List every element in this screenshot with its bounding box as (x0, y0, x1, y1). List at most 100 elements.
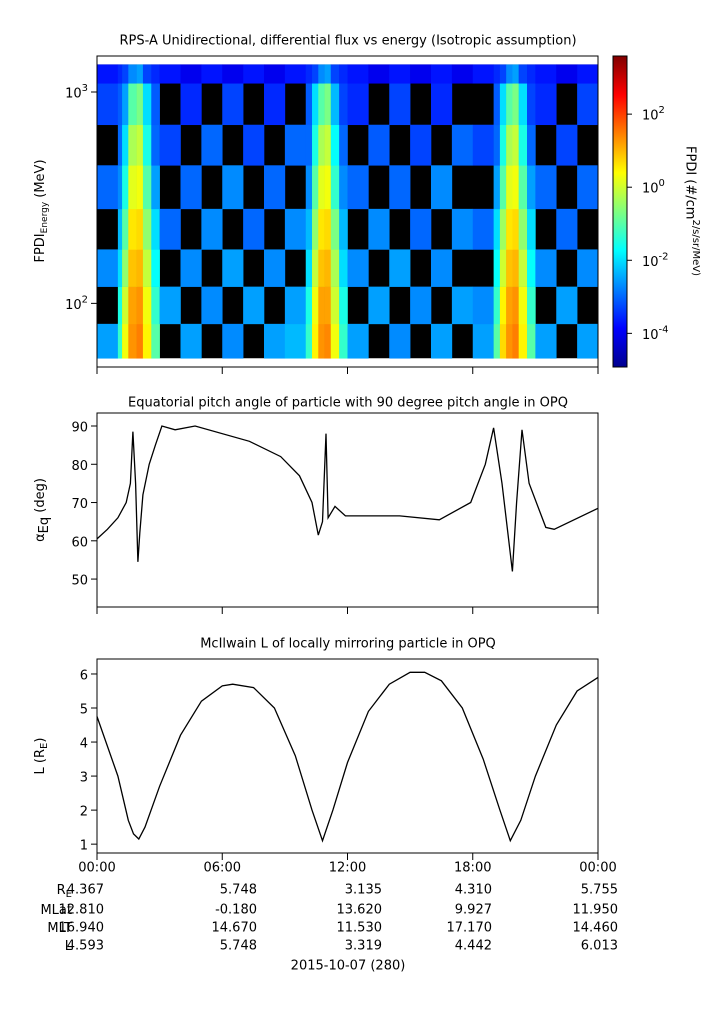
heatmap-cell (97, 64, 119, 84)
heatmap-cell (368, 124, 390, 166)
y-tick-label: 70 (71, 497, 88, 512)
y-tick-label: 6 (80, 668, 88, 683)
ephemeris-row-label: RE (57, 883, 72, 901)
heatmap-cell (136, 208, 144, 250)
x-tick-label: 00:00 (78, 861, 115, 876)
heatmap-cell (312, 83, 319, 126)
heatmap-cell (318, 323, 325, 359)
heatmap-cell (122, 286, 129, 325)
heatmap-cell (142, 286, 152, 325)
ephemeris-row-label: L (65, 939, 73, 954)
heatmap-cell (117, 64, 123, 84)
heatmap-cell (368, 208, 390, 250)
row-label-text: MLT (47, 921, 72, 936)
heatmap-cell (136, 323, 144, 359)
panel-title: RPS-A Unidirectional, differential flux … (119, 34, 576, 49)
heatmap-cell (330, 83, 340, 126)
ephemeris-value: 3.319 (345, 939, 382, 954)
heatmap-cell (305, 165, 313, 210)
heatmap-cell (180, 323, 202, 359)
heatmap-cell (128, 208, 137, 250)
ephemeris-value: 4.367 (67, 883, 104, 898)
heatmap-cell (330, 208, 340, 250)
heatmap-cell (324, 208, 332, 250)
colorbar-tick-label: 10-2 (642, 251, 669, 270)
heatmap-cell (136, 83, 144, 126)
heatmap-cell (142, 249, 152, 287)
heatmap-cell (318, 165, 325, 210)
heatmap-cell (512, 323, 519, 359)
heatmap-cell (180, 249, 202, 287)
heatmap-cell (527, 64, 536, 84)
heatmap-cell (330, 124, 340, 166)
heatmap-cell (117, 323, 123, 359)
heatmap-cell (222, 165, 244, 210)
heatmap-cell (518, 208, 528, 250)
heatmap-cell (324, 249, 332, 287)
heatmap-cell (431, 165, 453, 210)
colorbar-tick-label: 102 (642, 105, 665, 124)
heatmap-cell (389, 249, 411, 287)
heatmap-cell (117, 208, 123, 250)
heatmap-cell (527, 286, 536, 325)
heatmap-cell (506, 249, 513, 287)
heatmap-cell (312, 286, 319, 325)
heatmap-cell (330, 323, 340, 359)
heatmap-cell (499, 64, 507, 84)
ephemeris-value: 4.593 (67, 939, 104, 954)
heatmap-cell (499, 124, 507, 166)
heatmap-cell (330, 286, 340, 325)
heatmap-cell (512, 165, 519, 210)
heatmap-cell (512, 64, 519, 84)
heatmap-cell (222, 83, 244, 126)
heatmap-cell (512, 83, 519, 126)
heatmap-cell (493, 83, 501, 126)
heatmap-cell (318, 64, 325, 84)
heatmap-cell (506, 64, 513, 84)
ephemeris-value: 11.950 (573, 903, 619, 918)
row-label-text: L (65, 939, 73, 954)
heatmap-cell (518, 165, 528, 210)
row-label-text: R (57, 883, 66, 898)
heatmap-cell (518, 286, 528, 325)
heatmap-cell (324, 83, 332, 126)
colorbar-label: FPDI (#/cm2/s/sr/MeV) (683, 146, 702, 276)
heatmap-cell (201, 286, 223, 325)
heatmap-cell (347, 323, 369, 359)
heatmap-cell (339, 64, 348, 84)
ephemeris-value: 12.810 (59, 903, 105, 918)
heatmap-cell (499, 165, 507, 210)
heatmap-cell (243, 286, 265, 325)
heatmap-cell (368, 64, 390, 84)
heatmap-cell (556, 208, 578, 250)
heatmap-cell (264, 165, 286, 210)
heatmap-cell (499, 323, 507, 359)
heatmap-cell (577, 64, 599, 84)
heatmap-cell (324, 286, 332, 325)
ephemeris-row-label: MLT (47, 921, 72, 936)
heatmap-cell (128, 165, 137, 210)
ephemeris-value: 3.135 (345, 883, 382, 898)
heatmap-cell (122, 323, 129, 359)
colorbar (612, 55, 628, 368)
y-axis-label: αEq (deg) (33, 478, 52, 542)
y-tick-label: 3 (80, 771, 88, 786)
y-tick-label: 80 (71, 459, 88, 474)
heatmap-cell (97, 323, 119, 359)
heatmap-cell (201, 64, 223, 84)
heatmap-cell (122, 165, 129, 210)
heatmap-cell (556, 286, 578, 325)
heatmap-cell (499, 208, 507, 250)
y-axis-label: L (RE) (33, 738, 51, 775)
heatmap-cell (151, 124, 160, 166)
heatmap-cell (151, 165, 160, 210)
heatmap-cell (339, 286, 348, 325)
x-tick-label: 12:00 (329, 861, 366, 876)
heatmap-cell (410, 286, 432, 325)
y-axis-label: FPDIEnergy (MeV) (33, 159, 50, 262)
heatmap-cell (151, 208, 160, 250)
heatmap-cell (339, 83, 348, 126)
heatmap-cell (243, 64, 265, 84)
